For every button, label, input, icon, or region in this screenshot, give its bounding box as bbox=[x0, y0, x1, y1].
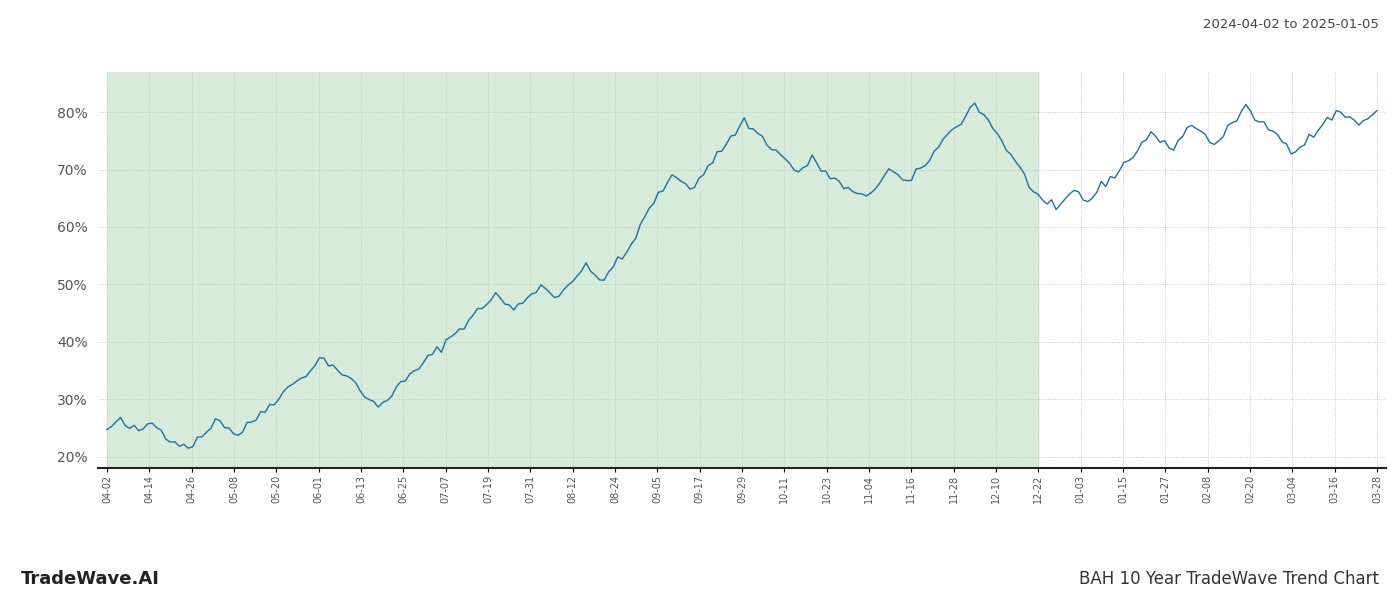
Bar bbox=[106, 72, 1039, 468]
Text: BAH 10 Year TradeWave Trend Chart: BAH 10 Year TradeWave Trend Chart bbox=[1079, 570, 1379, 588]
Text: TradeWave.AI: TradeWave.AI bbox=[21, 570, 160, 588]
Text: 2024-04-02 to 2025-01-05: 2024-04-02 to 2025-01-05 bbox=[1203, 18, 1379, 31]
